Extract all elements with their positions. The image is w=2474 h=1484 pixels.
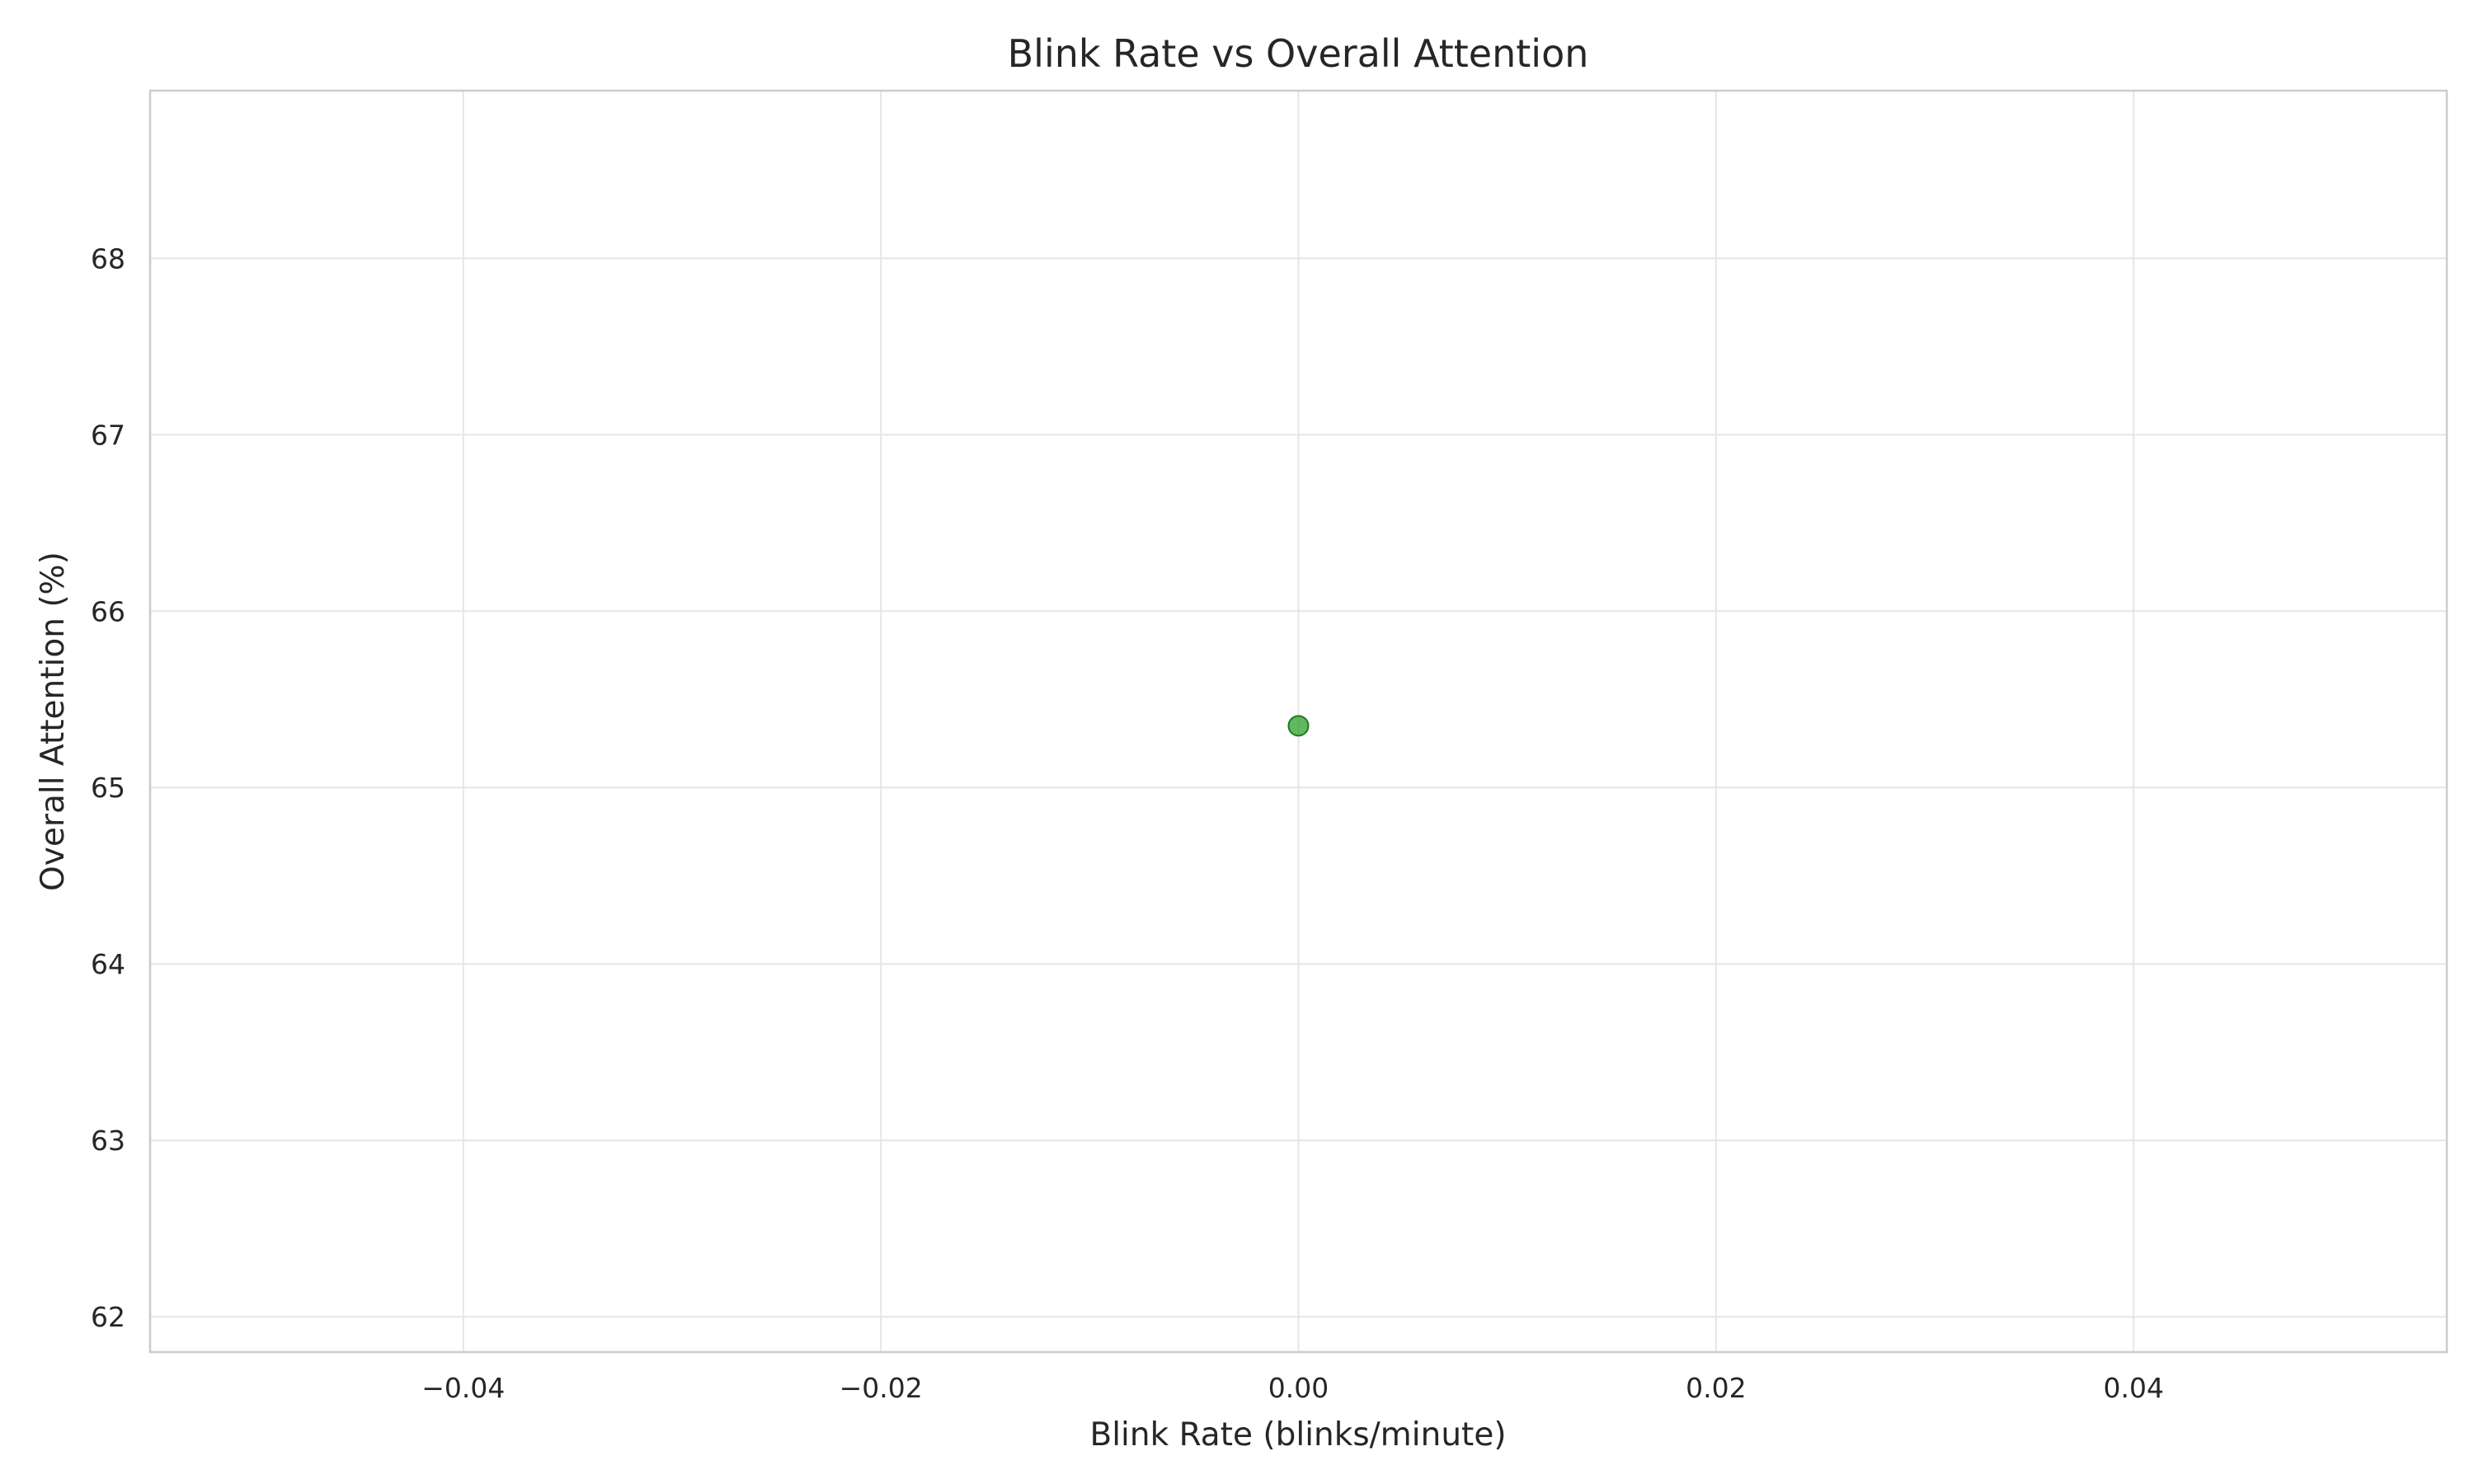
x-axis-label: Blink Rate (blinks/minute) [1089, 1416, 1506, 1453]
y-tick-label: 65 [91, 772, 125, 804]
x-tick-label: 0.02 [1686, 1372, 1746, 1404]
y-tick-label: 67 [91, 419, 125, 451]
y-tick-label: 63 [91, 1125, 125, 1157]
scatter-point [1287, 715, 1310, 737]
x-tick-label: −0.02 [840, 1372, 923, 1404]
chart-title: Blink Rate vs Overall Attention [1008, 31, 1589, 76]
x-tick-label: −0.04 [421, 1372, 505, 1404]
y-axis-label: Overall Attention (%) [35, 552, 72, 891]
y-tick-label: 66 [91, 595, 125, 627]
y-tick-label: 64 [91, 948, 125, 980]
y-tick-labels: 62 63 64 65 66 67 68 [91, 242, 125, 1333]
y-tick-label: 62 [91, 1301, 125, 1333]
x-tick-labels: −0.04 −0.02 0.00 0.02 0.04 [421, 1372, 2164, 1404]
y-tick-label: 68 [91, 242, 125, 275]
gridlines [150, 91, 2447, 1352]
data-points [1287, 715, 1310, 737]
x-tick-label: 0.04 [2103, 1372, 2163, 1404]
plot-area-frame [148, 89, 2448, 1354]
x-tick-label: 0.00 [1268, 1372, 1329, 1404]
